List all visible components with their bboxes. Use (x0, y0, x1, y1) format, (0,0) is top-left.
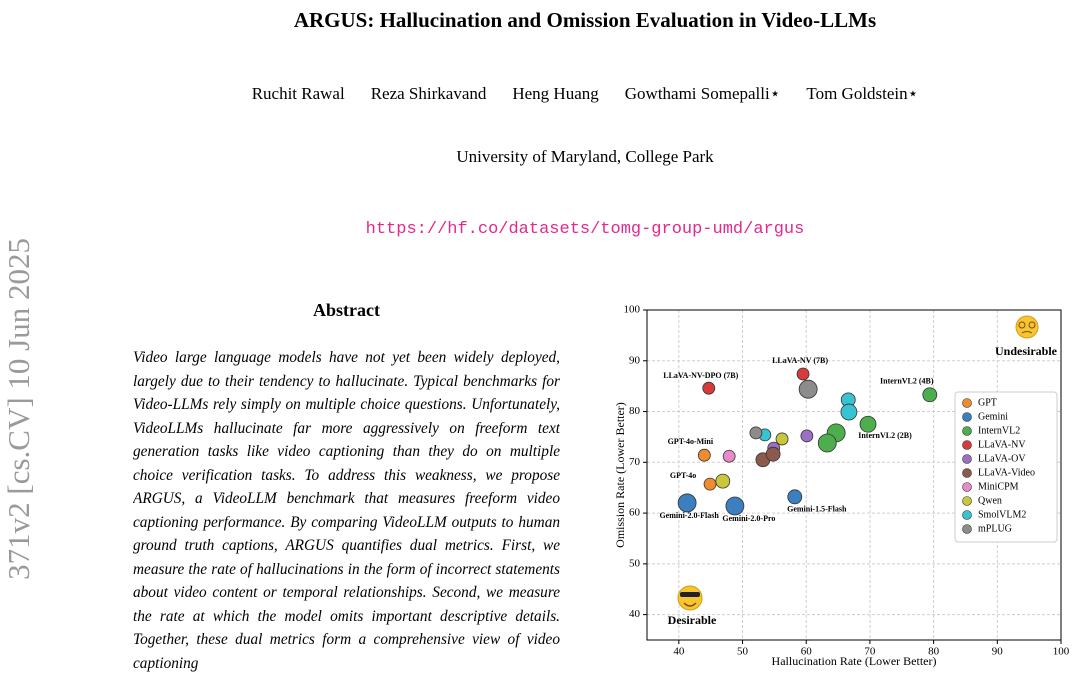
data-point (749, 426, 763, 440)
dataset-link[interactable]: https://hf.co/datasets/tomg-group-umd/ar… (365, 220, 805, 239)
corner-label: Desirable (668, 613, 717, 627)
data-point (800, 429, 814, 443)
data-point (796, 367, 810, 381)
abstract-heading: Abstract (313, 300, 380, 320)
y-tick-label: 80 (629, 405, 641, 417)
author: Tom Goldstein⋆ (806, 84, 919, 103)
author: Reza Shirkavand (370, 84, 487, 103)
y-tick-label: 40 (629, 608, 641, 620)
legend-box (954, 391, 1058, 543)
legend-marker (962, 496, 972, 506)
point-label: GPT-4o (670, 471, 696, 480)
x-tick-label: 50 (737, 646, 749, 658)
legend-marker (962, 524, 972, 534)
x-tick-label: 80 (928, 646, 940, 658)
legend-marker (962, 454, 972, 464)
legend-label: LLaVA-OV (978, 453, 1026, 464)
point-label: Gemini-1.5-Flash (787, 505, 847, 514)
data-point (715, 473, 731, 489)
data-point (922, 387, 938, 403)
point-label: Gemini-2.0-Pro (722, 514, 775, 523)
legend-marker (962, 482, 972, 492)
y-axis-label: Omission Rate (Lower Better) (613, 402, 627, 548)
y-tick-label: 90 (629, 354, 641, 366)
corner-label: Undesirable (995, 344, 1058, 358)
authors: Ruchit Rawal Reza Shirkavand Heng Huang Gow… (0, 84, 1078, 104)
data-point (798, 379, 818, 399)
legend-marker (962, 510, 972, 520)
legend-label: LLaVA-NV (978, 439, 1026, 450)
legend-label: GPT (978, 397, 997, 408)
point-label: InternVL2 (4B) (880, 377, 934, 386)
data-point (817, 433, 837, 453)
y-tick-label: 70 (629, 456, 641, 468)
data-point (765, 446, 781, 462)
arxiv-stamp: 371v2 [cs.CV] 10 Jun 2025 (1, 238, 36, 580)
x-tick-label: 40 (673, 646, 685, 658)
point-label: LLaVA-NV (7B) (772, 356, 828, 365)
data-point (787, 489, 803, 505)
data-point (677, 493, 697, 513)
y-tick-label: 100 (624, 304, 641, 316)
point-label: InternVL2 (2B) (858, 431, 912, 440)
emoji-desirable (677, 585, 703, 611)
point-label: LLaVA-NV-DPO (7B) (663, 371, 738, 380)
author: Gowthami Somepalli⋆ (624, 84, 781, 103)
x-tick-label: 90 (992, 646, 1004, 658)
abstract-text: Video large language models have not yet… (133, 349, 560, 672)
data-point (722, 449, 736, 463)
data-point (697, 448, 711, 462)
data-point (702, 381, 716, 395)
plot-frame (646, 309, 1062, 641)
data-point (775, 432, 789, 446)
y-tick-label: 50 (629, 557, 641, 569)
legend-marker (962, 440, 972, 450)
legend-label: mPLUG (978, 523, 1012, 534)
y-tick-label: 60 (629, 507, 641, 519)
author: Ruchit Rawal (251, 84, 345, 103)
data-point (703, 477, 717, 491)
legend-label: InternVL2 (978, 425, 1020, 436)
legend-label: MiniCPM (978, 481, 1019, 492)
paper-title: ARGUS: Hallucination and Omission Evalua… (293, 8, 877, 32)
legend-marker (962, 468, 972, 478)
emoji-undesirable (1015, 315, 1039, 339)
legend-marker (962, 398, 972, 408)
legend-marker (962, 426, 972, 436)
affiliation: University of Maryland, College Park (456, 147, 714, 166)
x-tick-label: 100 (1053, 646, 1070, 658)
legend-marker (962, 412, 972, 422)
point-label: GPT-4o-Mini (668, 437, 714, 446)
legend-label: Qwen (978, 495, 1002, 506)
data-point (725, 496, 745, 516)
legend-label: SmolVLM2 (978, 509, 1026, 520)
x-tick-label: 70 (864, 646, 876, 658)
author: Heng Huang (512, 84, 599, 103)
x-axis-label: Hallucination Rate (Lower Better) (772, 654, 937, 668)
x-tick-label: 60 (801, 646, 813, 658)
legend-label: Gemini (978, 411, 1008, 422)
legend-label: LLaVA-Video (978, 467, 1035, 478)
point-label: Gemini-2.0-Flash (659, 511, 719, 520)
data-point (840, 403, 858, 421)
data-point (859, 415, 877, 433)
